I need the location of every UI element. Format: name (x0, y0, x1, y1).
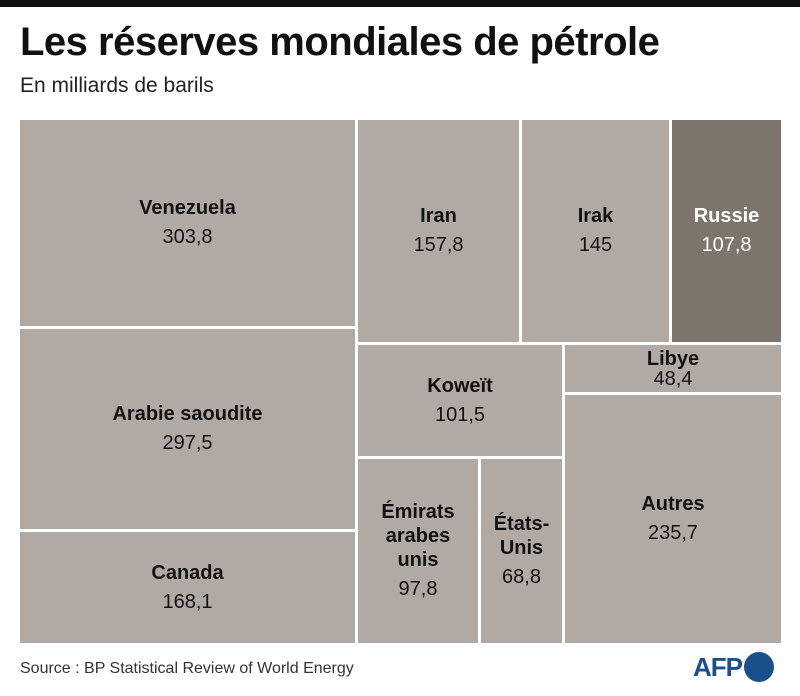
treemap-cell: Irak 145 (522, 120, 669, 342)
treemap-cell: Émirats arabes unis 97,8 (358, 459, 478, 643)
treemap-cell: Libye 48,4 (565, 345, 781, 392)
treemap-cell: Autres 235,7 (565, 395, 781, 643)
cell-value: 48,4 (653, 367, 693, 390)
cell-label: Venezuela (139, 197, 236, 219)
cell-label: États- Unis (493, 513, 550, 559)
cell-value: 101,5 (434, 403, 486, 426)
cell-value: 68,8 (502, 566, 541, 588)
treemap-cell: États- Unis 68,8 (481, 459, 562, 643)
cell-value: 107,8 (701, 234, 752, 256)
cell-label: Russie (693, 205, 760, 227)
cell-value: 157,8 (413, 234, 464, 256)
cell-label: Autres (641, 493, 705, 515)
treemap-cell: Arabie saoudite 297,5 (20, 329, 355, 529)
cell-value: 97,8 (398, 578, 438, 600)
afp-logo-circle-icon (744, 652, 774, 682)
cell-label: Irak (577, 205, 614, 227)
cell-value: 145 (578, 234, 613, 256)
cell-label: Arabie saoudite (112, 403, 263, 425)
cell-value: 168,1 (162, 590, 213, 613)
treemap-cell: Canada 168,1 (20, 532, 355, 643)
chart-subtitle: En milliards de barils (20, 74, 214, 97)
top-rule (0, 0, 800, 7)
treemap-cell: Koweït 101,5 (358, 345, 562, 456)
cell-value: 235,7 (647, 522, 699, 544)
afp-logo: AFP (693, 651, 774, 683)
cell-label: Libye (646, 347, 700, 370)
cell-value: 297,5 (162, 432, 213, 454)
cell-label: Koweït (427, 374, 493, 397)
cell-label: Iran (420, 205, 457, 227)
treemap-cell: Russie 107,8 (672, 120, 781, 342)
treemap-cell: Venezuela 303,8 (20, 120, 355, 326)
chart-title: Les réserves mondiales de pétrole (20, 20, 660, 64)
afp-logo-text: AFP (693, 651, 743, 682)
cell-value: 303,8 (162, 226, 213, 248)
treemap-cell: Iran 157,8 (358, 120, 519, 342)
cell-label: Canada (151, 561, 224, 584)
source-note: Source : BP Statistical Review of World … (20, 660, 354, 677)
cell-label: Émirats arabes unis (381, 501, 455, 571)
